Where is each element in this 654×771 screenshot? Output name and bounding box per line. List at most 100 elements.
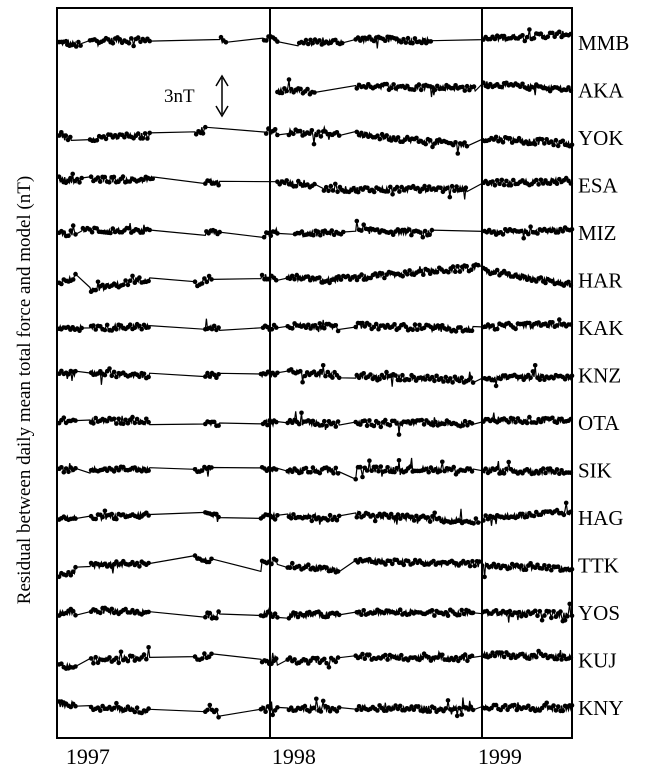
data-point (275, 370, 280, 376)
data-point (320, 698, 326, 704)
data-point (114, 516, 119, 522)
data-point (569, 227, 575, 232)
data-point (470, 380, 476, 385)
data-point (532, 608, 538, 614)
data-point (94, 138, 100, 143)
data-point (111, 705, 117, 711)
data-point (211, 323, 217, 329)
data-point (131, 43, 136, 49)
data-point (376, 468, 381, 474)
data-point (134, 416, 140, 422)
data-point (93, 287, 98, 293)
scale-bar-label: 3nT (164, 86, 195, 107)
data-point (475, 520, 481, 525)
data-point (539, 373, 545, 379)
data-point (494, 465, 500, 471)
data-point (398, 516, 403, 521)
data-point (88, 174, 94, 179)
data-point (318, 232, 323, 238)
data-point (79, 175, 84, 181)
data-point (127, 322, 133, 328)
data-point (383, 652, 388, 658)
data-point (469, 421, 475, 426)
data-point (367, 418, 372, 423)
data-point (311, 141, 317, 147)
data-point (202, 276, 207, 281)
scale-bar: 3nT (164, 74, 229, 118)
data-point (290, 469, 295, 475)
data-point (274, 325, 279, 330)
series-kny: KNY (56, 696, 624, 720)
data-point (335, 471, 341, 476)
data-point (568, 509, 574, 515)
data-point (568, 416, 574, 422)
data-point (414, 135, 419, 141)
data-point (394, 465, 400, 471)
data-point (299, 229, 305, 234)
data-point (365, 185, 370, 191)
data-point (370, 512, 376, 518)
data-point (298, 368, 303, 374)
data-point (118, 649, 124, 655)
series-har: HAR (56, 262, 622, 295)
data-point (130, 414, 135, 420)
data-point (452, 188, 457, 193)
data-point (440, 459, 445, 465)
data-point (407, 377, 412, 383)
data-point (396, 656, 402, 661)
data-point (441, 379, 446, 384)
data-point (134, 560, 140, 566)
data-point (455, 264, 460, 269)
data-point (329, 228, 335, 233)
data-point (324, 565, 329, 570)
data-point (521, 235, 526, 241)
data-point (291, 512, 296, 517)
data-point (356, 510, 362, 516)
data-point (537, 608, 543, 614)
data-point (418, 87, 424, 93)
data-point (403, 324, 409, 330)
data-point (561, 512, 567, 518)
data-point (261, 234, 267, 240)
data-point (471, 84, 477, 89)
data-point (336, 612, 342, 618)
data-point (500, 140, 506, 145)
data-point (527, 656, 532, 661)
data-point (550, 30, 555, 36)
data-point (209, 326, 215, 332)
data-point (393, 373, 398, 378)
station-label-knz: KNZ (578, 364, 621, 388)
data-point (325, 518, 331, 523)
data-point (538, 177, 544, 183)
data-point (116, 660, 121, 666)
data-point (146, 609, 151, 615)
data-point (536, 182, 541, 187)
data-point (470, 558, 475, 564)
data-point (542, 613, 547, 618)
data-point (305, 41, 311, 47)
data-point (568, 283, 574, 288)
data-point (524, 514, 530, 520)
data-point (123, 278, 128, 283)
data-point (468, 375, 474, 380)
data-point (550, 320, 555, 325)
data-point (516, 135, 522, 141)
data-point (557, 317, 562, 322)
data-point (555, 230, 561, 235)
data-point (457, 269, 463, 274)
data-point (317, 470, 323, 476)
data-point (214, 375, 219, 381)
data-point (555, 564, 561, 569)
data-point (382, 275, 387, 281)
data-point (95, 279, 101, 285)
data-point (291, 131, 296, 137)
data-point (553, 137, 559, 143)
data-point (272, 611, 278, 616)
data-point (353, 324, 359, 330)
data-point (534, 177, 539, 183)
data-point (565, 614, 570, 619)
data-point (223, 40, 229, 45)
data-point (560, 229, 566, 234)
data-point (445, 185, 450, 191)
data-point (471, 521, 476, 526)
